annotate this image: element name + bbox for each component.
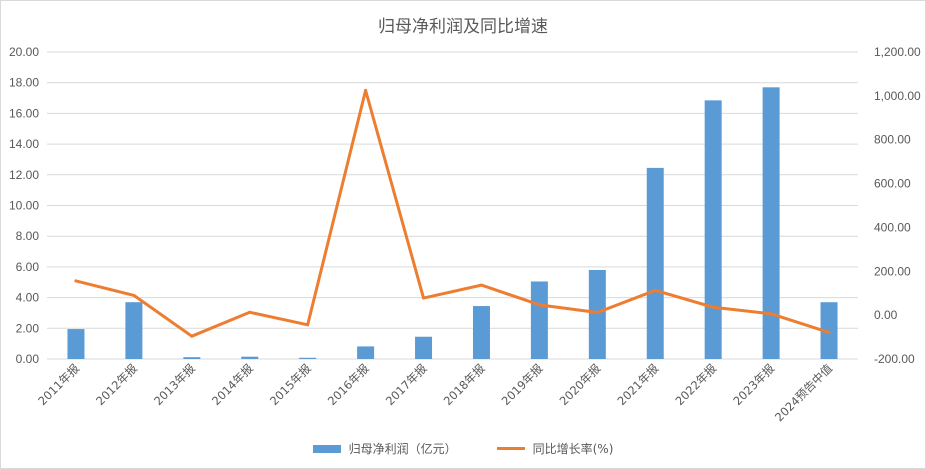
line-point (190, 334, 194, 338)
category-label: 2013年报 (151, 361, 198, 408)
line-point (132, 293, 136, 297)
category-label: 2011年报 (35, 361, 82, 408)
line-point (711, 305, 715, 309)
left-tick-label: 12.00 (9, 168, 39, 182)
legend-bar-label: 归母净利润（亿元） (348, 442, 457, 456)
line-point (769, 312, 773, 316)
left-axis-ticks: 0.00 2.00 4.00 6.00 8.00 10.00 12.00 14.00 16.00… (9, 45, 39, 366)
line-series (74, 88, 831, 338)
right-tick-label: 0.00 (874, 308, 898, 322)
legend-line-label: 同比增长率(%) (532, 442, 614, 456)
bar (530, 281, 548, 359)
left-tick-label: 4.00 (16, 291, 40, 305)
legend-bar-swatch (312, 444, 341, 453)
left-tick-label: 14.00 (9, 137, 39, 151)
right-tick-label: 600.00 (874, 177, 911, 191)
right-tick-label: 800.00 (874, 133, 911, 147)
legend-item-line[interactable]: 同比增长率(%) (496, 440, 614, 457)
line-point (364, 88, 368, 92)
left-tick-label: 8.00 (16, 229, 40, 243)
category-label: 2018年报 (441, 361, 488, 408)
category-labels: 2011年报 2012年报 2013年报 2014年报 2015年报 2016年报 2017… (35, 361, 835, 424)
bar (820, 302, 838, 359)
bar (588, 269, 606, 359)
line-point (827, 330, 831, 334)
category-label: 2024预告中值 (772, 361, 835, 424)
legend: 归母净利润（亿元） 同比增长率(%) (0, 440, 926, 457)
right-tick-label: 400.00 (874, 220, 911, 234)
growth-line (74, 88, 831, 338)
bar-series (67, 87, 838, 360)
right-tick-label: 200.00 (874, 264, 911, 278)
line-point (653, 288, 657, 292)
category-label: 2019年报 (499, 361, 546, 408)
line-point (537, 303, 541, 307)
bar (357, 346, 375, 359)
left-tick-label: 10.00 (9, 199, 39, 213)
left-tick-label: 0.00 (16, 352, 40, 366)
gridlines (47, 51, 858, 360)
right-axis-ticks: -200.00 0.00 200.00 400.00 600.00 800.00 1,000… (874, 45, 921, 366)
category-label: 2016年报 (325, 361, 372, 408)
bar (299, 357, 317, 359)
line-point (306, 323, 310, 327)
bar (472, 306, 490, 359)
right-tick-label: 1,200.00 (874, 45, 921, 59)
category-label: 2015年报 (267, 361, 314, 408)
bar (241, 356, 259, 359)
category-label: 2023年报 (730, 361, 777, 408)
category-label: 2020年报 (557, 361, 604, 408)
category-label: 2017年报 (383, 361, 430, 408)
bar (67, 329, 85, 359)
legend-line-swatch (496, 447, 525, 450)
category-label: 2014年报 (209, 361, 256, 408)
bar (646, 167, 664, 359)
bar (183, 357, 201, 359)
line-point (248, 310, 252, 314)
left-tick-label: 20.00 (9, 45, 39, 59)
left-tick-label: 6.00 (16, 260, 40, 274)
line-point (422, 296, 426, 300)
category-label: 2022年报 (672, 361, 719, 408)
right-tick-label: 1,000.00 (874, 89, 921, 103)
right-tick-label: -200.00 (874, 352, 915, 366)
chart-title: 归母净利润及同比增速 (378, 17, 548, 37)
legend-item-bar[interactable]: 归母净利润（亿元） (312, 440, 457, 457)
bar (415, 336, 433, 359)
left-tick-label: 18.00 (9, 76, 39, 90)
left-tick-label: 16.00 (9, 106, 39, 120)
line-point (595, 311, 599, 315)
line-point (479, 283, 483, 287)
bar (762, 87, 780, 360)
bar (125, 302, 143, 359)
category-label: 2012年报 (93, 361, 140, 408)
bar (704, 100, 722, 359)
line-point (74, 279, 78, 283)
left-tick-label: 2.00 (16, 321, 40, 335)
category-label: 2021年报 (615, 361, 662, 408)
